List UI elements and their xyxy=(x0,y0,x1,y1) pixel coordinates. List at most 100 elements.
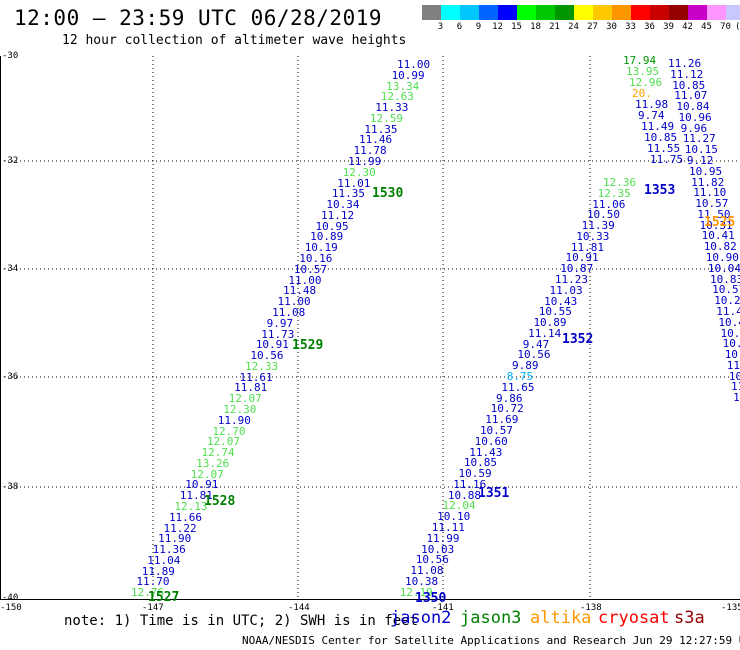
wave-height-value: 10.91 xyxy=(185,478,219,492)
wave-height-value: 11.90 xyxy=(217,413,251,427)
wave-height-value: 11.81 xyxy=(179,489,213,503)
wave-height-value: 12.96 xyxy=(629,76,663,89)
scale-swatch xyxy=(726,5,740,20)
credit-footer: NOAA/NESDIS Center for Satellite Applica… xyxy=(242,634,740,647)
wave-height-value: 10.89 xyxy=(310,230,344,244)
wave-height-value: 11.11 xyxy=(431,520,465,534)
wave-height-value: 10.10 xyxy=(437,510,471,524)
wave-height-value: 9.47 xyxy=(522,337,550,351)
wave-height-value: 11.16 xyxy=(453,477,487,491)
wave-height-value: 11.99 xyxy=(426,531,460,545)
wave-height-value: 10.43 xyxy=(544,294,578,308)
wave-height-value: 12.07 xyxy=(206,435,241,449)
wave-height-value: 10.5 xyxy=(728,369,740,383)
wave-height-value: 10.55 xyxy=(538,305,572,319)
scale-swatch xyxy=(631,5,650,20)
legend-s3a: s3a xyxy=(674,608,705,628)
wave-height-value: 9.74 xyxy=(638,109,665,122)
scale-label: 3 xyxy=(437,22,444,32)
wave-height-value: 11.66 xyxy=(168,510,203,524)
wave-height-value: 12.63 xyxy=(380,90,414,104)
wave-height-value: 9.96 xyxy=(680,121,708,135)
wave-height-value: 10.91 xyxy=(565,251,599,265)
wave-height-value: 11.43 xyxy=(716,304,740,318)
wave-height-value: 11.06 xyxy=(592,197,626,211)
wave-height-value: 10.83 xyxy=(710,272,740,286)
wave-height-value: 10.57 xyxy=(712,283,740,297)
wave-height-value: 11.35 xyxy=(364,122,398,136)
pass-label: 1350 xyxy=(415,591,447,606)
wave-height-value: 11.69 xyxy=(485,413,519,427)
wave-height-value: 11.81 xyxy=(570,240,605,254)
pass-label: 1530 xyxy=(372,186,404,201)
wave-height-value: 9.12 xyxy=(686,154,714,168)
legend-cryosat: cryosat xyxy=(598,608,670,628)
legend-jason3: jason3 xyxy=(460,608,522,628)
wave-height-value: 11.12 xyxy=(670,67,704,81)
wave-height-value: 11.39 xyxy=(581,219,615,233)
lon-label: -150 xyxy=(0,603,22,613)
wave-height-value: 11.0 xyxy=(731,380,740,394)
wave-height-value: 10.84 xyxy=(676,100,710,114)
wave-height-value: 11.00 xyxy=(277,295,311,309)
scale-swatch xyxy=(536,5,555,20)
wave-height-value: 10.29 xyxy=(724,348,740,362)
scale-swatch xyxy=(707,5,726,20)
scale-label: 24 xyxy=(568,22,579,32)
legend-altika: altika xyxy=(530,608,592,628)
lon-label: -135 xyxy=(721,603,740,613)
pass-label: 1353 xyxy=(644,183,676,198)
wave-height-value: 11.43 xyxy=(469,445,503,459)
wave-height-value: 11.00 xyxy=(397,58,431,71)
pass-label: 1351 xyxy=(478,486,510,501)
scale-swatch xyxy=(479,5,498,20)
wave-height-value: 11.00 xyxy=(288,273,322,287)
wave-height-value: 12.30 xyxy=(223,402,257,416)
wave-height-value: 11.48 xyxy=(282,284,317,298)
wave-height-value: 10.44 xyxy=(718,315,740,329)
wave-height-value: 12.30 xyxy=(342,165,376,179)
wave-height-value: 11.90 xyxy=(158,532,192,546)
wave-height-value: 12.04 xyxy=(442,499,476,513)
wave-height-value: 10.19 xyxy=(304,241,338,255)
lon-label: -138 xyxy=(580,603,602,613)
wave-height-value: 17.94 xyxy=(623,54,657,67)
lon-label: -147 xyxy=(142,603,164,613)
scale-swatch xyxy=(460,5,479,20)
wave-height-value: 11.46 xyxy=(358,133,393,147)
scale-swatch xyxy=(688,5,707,20)
wave-height-value: 8.75 xyxy=(506,370,534,384)
wave-height-value: 11.75 xyxy=(650,153,684,166)
wave-height-value: 11.65 xyxy=(501,380,535,394)
wave-height-value: 10.29 xyxy=(714,294,740,308)
scale-swatch xyxy=(517,5,536,20)
wave-height-value: 12.13 xyxy=(174,499,208,513)
scale-label: 9 xyxy=(475,22,482,32)
lat-label: -38 xyxy=(2,482,19,492)
wave-height-value: 9.97 xyxy=(266,316,294,330)
wave-height-value: 11.82 xyxy=(691,175,725,189)
wave-height-value: 10.90 xyxy=(705,251,739,265)
lat-label: -32 xyxy=(2,156,19,166)
wave-height-value: 12.19 xyxy=(399,585,433,599)
scale-label: 33 xyxy=(625,22,636,32)
map-subtitle: 12 hour collection of altimeter wave hei… xyxy=(62,33,407,48)
wave-height-value: 10.95 xyxy=(315,219,349,233)
pass-label: 1525 xyxy=(704,215,736,230)
wave-height-value: 12.35 xyxy=(597,186,631,200)
wave-height-value: 11.23 xyxy=(554,273,588,287)
wave-height-value: 10.57 xyxy=(695,197,729,211)
wave-height-value: 10.16 xyxy=(299,252,333,266)
wave-height-value: 11.99 xyxy=(348,155,382,169)
lon-label: -144 xyxy=(288,603,310,613)
pass-label: 1529 xyxy=(292,338,324,353)
pass-label: 1527 xyxy=(148,590,180,605)
wave-height-value: 12.07 xyxy=(228,392,262,406)
wave-height-value: 10.91 xyxy=(255,338,289,352)
wave-height-value: 10.50 xyxy=(586,208,621,222)
wave-height-value: 13.95 xyxy=(626,65,660,78)
scale-swatch xyxy=(669,5,688,20)
wave-height-value: 13.34 xyxy=(386,79,420,93)
wave-height-value: 10.95 xyxy=(689,164,723,178)
